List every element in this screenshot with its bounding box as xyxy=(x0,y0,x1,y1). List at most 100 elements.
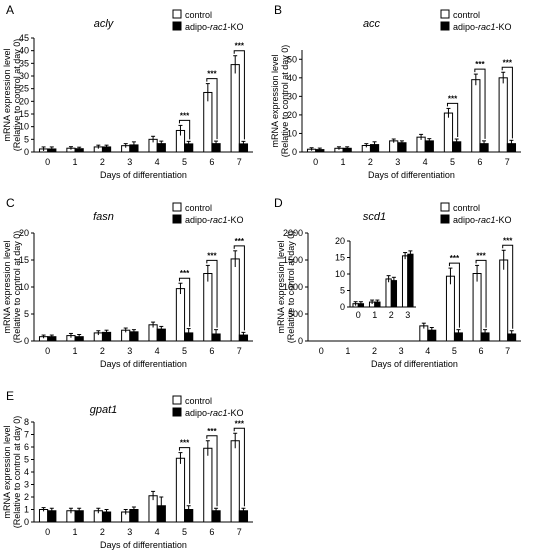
y-axis-label-sub: (Relative to control at day 0) xyxy=(286,231,296,344)
significance-label: *** xyxy=(207,427,217,436)
y-tick-label: 6 xyxy=(24,442,29,452)
x-axis-label: Days of differentiation xyxy=(100,170,187,180)
y-tick-label: 40 xyxy=(287,73,297,83)
legend-entry: control xyxy=(453,10,480,20)
x-tick-label: 0 xyxy=(313,157,318,167)
bar xyxy=(230,258,240,342)
x-tick-label: 3 xyxy=(127,157,132,167)
x-axis-label: Days of differentiation xyxy=(368,170,455,180)
x-tick-label: 2 xyxy=(100,346,105,356)
bar xyxy=(230,64,240,153)
x-tick-label: 5 xyxy=(182,346,187,356)
y-axis-label: mRNA expression level xyxy=(276,240,286,333)
bar xyxy=(385,278,392,308)
x-tick-label: 6 xyxy=(209,527,214,537)
significance-bracket xyxy=(446,102,459,138)
y-tick-label: 25 xyxy=(19,84,29,94)
inset-x-tick-label: 2 xyxy=(389,310,394,320)
x-tick-label: 6 xyxy=(209,157,214,167)
x-tick-label: 3 xyxy=(395,157,400,167)
significance-bracket xyxy=(178,119,191,140)
legend-swatch xyxy=(172,395,182,405)
panel-letter: E xyxy=(6,389,14,403)
gene-title: acly xyxy=(94,18,115,30)
legend-prefix: control xyxy=(185,203,212,213)
panel-letter: A xyxy=(6,3,14,17)
significance-bracket xyxy=(206,259,218,328)
legend-swatch xyxy=(440,202,450,212)
x-tick-label: 4 xyxy=(155,157,160,167)
y-tick-label: 8 xyxy=(24,417,29,427)
significance-label: *** xyxy=(503,236,513,245)
significance-bracket xyxy=(178,447,191,504)
inset-x-tick-label: 3 xyxy=(405,310,410,320)
y-tick-label: 20 xyxy=(287,110,297,120)
x-tick-label: 2 xyxy=(372,346,377,356)
legend-entry: adipo-rac1-KO xyxy=(453,215,512,225)
significance-label: *** xyxy=(235,42,245,51)
significance-label: *** xyxy=(235,237,245,246)
y-axis-label-sub: (Relative to control at day 0) xyxy=(12,416,22,529)
x-tick-label: 1 xyxy=(73,527,78,537)
legend-prefix: control xyxy=(185,396,212,406)
x-tick-label: 5 xyxy=(452,346,457,356)
y-axis-label: mRNA expression level xyxy=(2,240,12,333)
x-axis-label: Days of differentiation xyxy=(100,540,187,550)
legend-entry: adipo-rac1-KO xyxy=(185,215,244,225)
legend-italic: rac1 xyxy=(478,215,496,225)
significance-bracket xyxy=(233,245,245,331)
significance-label: *** xyxy=(207,70,217,79)
y-tick-label: 45 xyxy=(19,33,29,43)
panel-letter: D xyxy=(274,196,283,210)
x-tick-label: 2 xyxy=(368,157,373,167)
inset-y-tick-label: 20 xyxy=(335,236,345,246)
x-tick-label: 7 xyxy=(237,346,242,356)
significance-bracket xyxy=(178,277,191,327)
gene-title: scd1 xyxy=(363,211,386,223)
significance-label: *** xyxy=(450,254,460,263)
legend-prefix: adipo- xyxy=(453,22,478,32)
significance-label: *** xyxy=(180,111,190,120)
significance-label: *** xyxy=(180,269,190,278)
significance-label: *** xyxy=(180,439,190,448)
y-tick-label: 2 xyxy=(24,492,29,502)
inset-y-tick-label: 5 xyxy=(340,286,345,296)
y-tick-label: 15 xyxy=(19,109,29,119)
x-tick-label: 4 xyxy=(155,527,160,537)
panel-letter: C xyxy=(6,196,15,210)
bar xyxy=(472,273,482,342)
y-tick-label: 1 xyxy=(24,505,29,515)
x-tick-label: 4 xyxy=(425,346,430,356)
y-tick-label: 0 xyxy=(298,336,303,346)
bar xyxy=(499,259,509,342)
inset-x-tick-label: 0 xyxy=(356,310,361,320)
legend-prefix: control xyxy=(453,10,480,20)
y-tick-label: 30 xyxy=(19,71,29,81)
x-tick-label: 1 xyxy=(345,346,350,356)
legend-swatch xyxy=(440,9,450,19)
legend-swatch xyxy=(172,214,182,224)
x-tick-label: 0 xyxy=(45,346,50,356)
legend-prefix: control xyxy=(185,10,212,20)
y-tick-label: 40 xyxy=(19,46,29,56)
significance-bracket xyxy=(474,68,486,139)
legend-italic: rac1 xyxy=(210,215,228,225)
significance-bracket xyxy=(448,262,460,328)
y-tick-label: 15 xyxy=(19,255,29,265)
y-axis-label-sub: (Relative to control at day 0) xyxy=(12,231,22,344)
legend-suffix: -KO xyxy=(228,408,244,418)
x-tick-label: 7 xyxy=(237,157,242,167)
significance-bracket xyxy=(502,244,514,329)
x-tick-label: 0 xyxy=(319,346,324,356)
x-tick-label: 6 xyxy=(479,346,484,356)
y-axis-label-sub: (Relative to control at day 0) xyxy=(280,45,290,158)
y-tick-label: 50 xyxy=(287,54,297,64)
x-tick-label: 3 xyxy=(127,346,132,356)
bar xyxy=(203,91,213,153)
y-tick-label: 5 xyxy=(24,309,29,319)
y-tick-label: 0 xyxy=(24,147,29,157)
